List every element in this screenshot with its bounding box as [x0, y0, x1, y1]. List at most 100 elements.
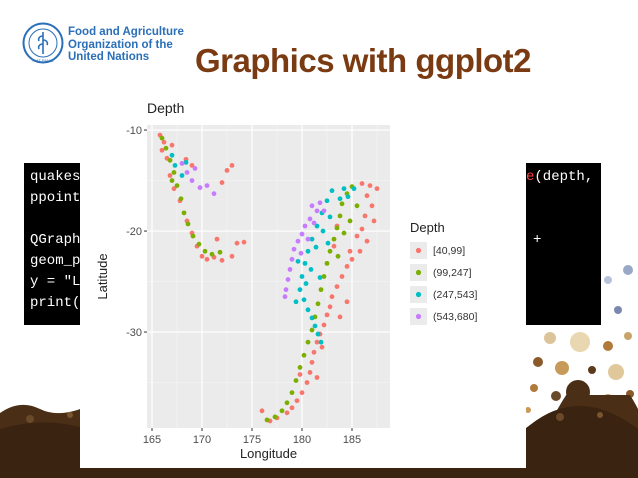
- legend-title: Depth: [410, 220, 445, 235]
- data-point: [189, 163, 195, 168]
- data-point: [374, 186, 380, 192]
- data-point: [309, 236, 315, 242]
- code-line-5: geom_p: [30, 253, 81, 269]
- data-point: [279, 408, 285, 414]
- data-point: [304, 380, 310, 385]
- data-point: [167, 173, 173, 178]
- plot-image: 165 170 175 180 185 -10 -20 -30 Depth Longitude La…: [80, 90, 526, 468]
- code-line-6: y = "L: [30, 274, 81, 290]
- y-axis-label: Latitude: [95, 253, 110, 299]
- code-line-4: QGraph: [30, 232, 81, 248]
- data-point: [337, 314, 343, 320]
- data-point: [325, 240, 331, 246]
- data-point: [314, 339, 320, 345]
- code-line-2: ppoint: [30, 190, 81, 206]
- data-point: [354, 203, 360, 209]
- data-point: [305, 339, 311, 345]
- data-point: [185, 221, 191, 227]
- data-point: [317, 200, 323, 206]
- x-tick-label: 165: [143, 434, 161, 446]
- data-point: [313, 244, 319, 250]
- org-line-3: United Nations: [68, 51, 150, 63]
- y-tick-label: -30: [126, 327, 142, 339]
- data-point: [318, 339, 324, 345]
- data-point: [211, 191, 217, 197]
- data-point: [324, 260, 330, 266]
- data-point: [354, 233, 360, 239]
- data-point: [284, 410, 290, 416]
- data-point: [229, 163, 235, 168]
- chart-title: Depth: [147, 100, 184, 116]
- data-point: [283, 287, 289, 293]
- data-point: [159, 135, 165, 141]
- data-point: [295, 258, 301, 264]
- data-point: [341, 230, 347, 236]
- data-point: [196, 241, 202, 247]
- code-line-4-tail: +: [533, 232, 542, 248]
- y-tick-label: -20: [126, 226, 142, 238]
- data-point: [289, 390, 295, 396]
- data-point: [184, 170, 190, 175]
- data-point: [321, 274, 327, 279]
- data-point: [324, 198, 330, 204]
- data-point: [285, 277, 291, 282]
- data-point: [217, 249, 223, 255]
- data-point: [197, 185, 203, 191]
- data-point: [159, 147, 165, 153]
- data-point: [219, 257, 225, 263]
- data-point: [297, 365, 303, 370]
- data-point: [214, 236, 220, 242]
- data-point: [339, 274, 345, 279]
- data-point: [178, 196, 184, 202]
- data-point: [264, 417, 270, 423]
- org-line-2: Organization of the: [68, 38, 173, 51]
- x-tick-label: 185: [343, 434, 361, 446]
- data-point: [359, 181, 365, 186]
- data-point: [347, 218, 353, 224]
- data-point: [299, 274, 305, 279]
- legend-key-point: [415, 291, 422, 298]
- data-point: [299, 231, 305, 237]
- org-line-1: Food and Agriculture: [68, 26, 184, 38]
- data-point: [179, 160, 185, 166]
- data-point: [169, 152, 175, 158]
- code-line-7: print(: [30, 295, 81, 311]
- slide-title: Graphics with ggplot2: [195, 42, 532, 79]
- data-point: [219, 180, 225, 185]
- data-point: [349, 256, 355, 262]
- data-point: [364, 193, 370, 199]
- data-point: [169, 178, 175, 183]
- data-point: [359, 226, 365, 232]
- x-tick-label: 170: [193, 434, 211, 446]
- data-point: [321, 322, 327, 328]
- data-point: [299, 390, 305, 396]
- data-point: [318, 287, 324, 293]
- data-point: [309, 203, 315, 209]
- data-point: [334, 225, 340, 231]
- data-point: [241, 239, 247, 245]
- data-point: [224, 168, 230, 173]
- data-point: [367, 183, 373, 188]
- data-point: [315, 331, 321, 337]
- data-point: [334, 284, 340, 289]
- data-point: [289, 256, 295, 262]
- data-point: [327, 248, 333, 254]
- data-point: [339, 201, 345, 207]
- data-point: [335, 253, 341, 259]
- data-point: [314, 223, 320, 229]
- data-point: [289, 405, 295, 411]
- data-point: [315, 301, 321, 307]
- data-point: [169, 142, 175, 148]
- x-tick-label: 180: [293, 434, 311, 446]
- data-point: [319, 344, 325, 350]
- data-point: [181, 210, 187, 216]
- data-point: [311, 349, 317, 355]
- data-point: [301, 352, 307, 358]
- data-point: [305, 307, 311, 313]
- data-point: [295, 238, 301, 244]
- data-point: [311, 220, 317, 226]
- data-point: [209, 251, 215, 257]
- data-point: [305, 236, 311, 242]
- data-point: [172, 163, 178, 168]
- data-point: [331, 236, 337, 242]
